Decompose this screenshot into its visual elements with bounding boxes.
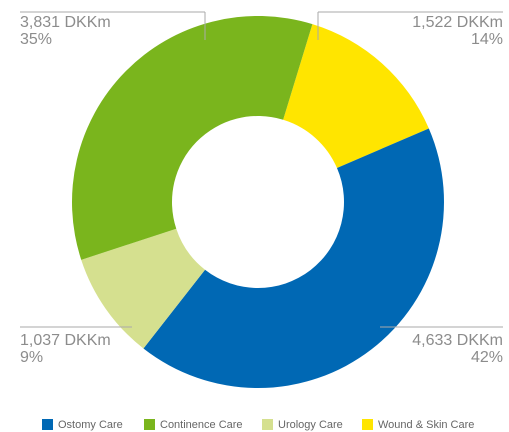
legend-label: Continence Care bbox=[160, 419, 243, 431]
legend-swatch bbox=[42, 419, 53, 430]
percentage-label: 35% bbox=[20, 31, 52, 48]
value-label: 4,633 DKKm bbox=[412, 332, 503, 349]
value-label: 1,037 DKKm bbox=[20, 332, 111, 349]
value-label: 1,522 DKKm bbox=[412, 14, 503, 31]
donut-segment bbox=[72, 15, 313, 260]
legend-label: Ostomy Care bbox=[58, 419, 123, 431]
donut-segment bbox=[283, 24, 429, 168]
donut-segment bbox=[143, 128, 444, 388]
legend-swatch bbox=[262, 419, 273, 430]
value-label: 3,831 DKKm bbox=[20, 14, 111, 31]
percentage-label: 14% bbox=[471, 31, 503, 48]
legend-swatch bbox=[144, 419, 155, 430]
legend-swatch bbox=[362, 419, 373, 430]
donut-segment bbox=[81, 228, 206, 349]
percentage-label: 42% bbox=[471, 349, 503, 366]
percentage-label: 9% bbox=[20, 349, 43, 366]
legend-label: Wound & Skin Care bbox=[378, 419, 474, 431]
legend-label: Urology Care bbox=[278, 419, 343, 431]
